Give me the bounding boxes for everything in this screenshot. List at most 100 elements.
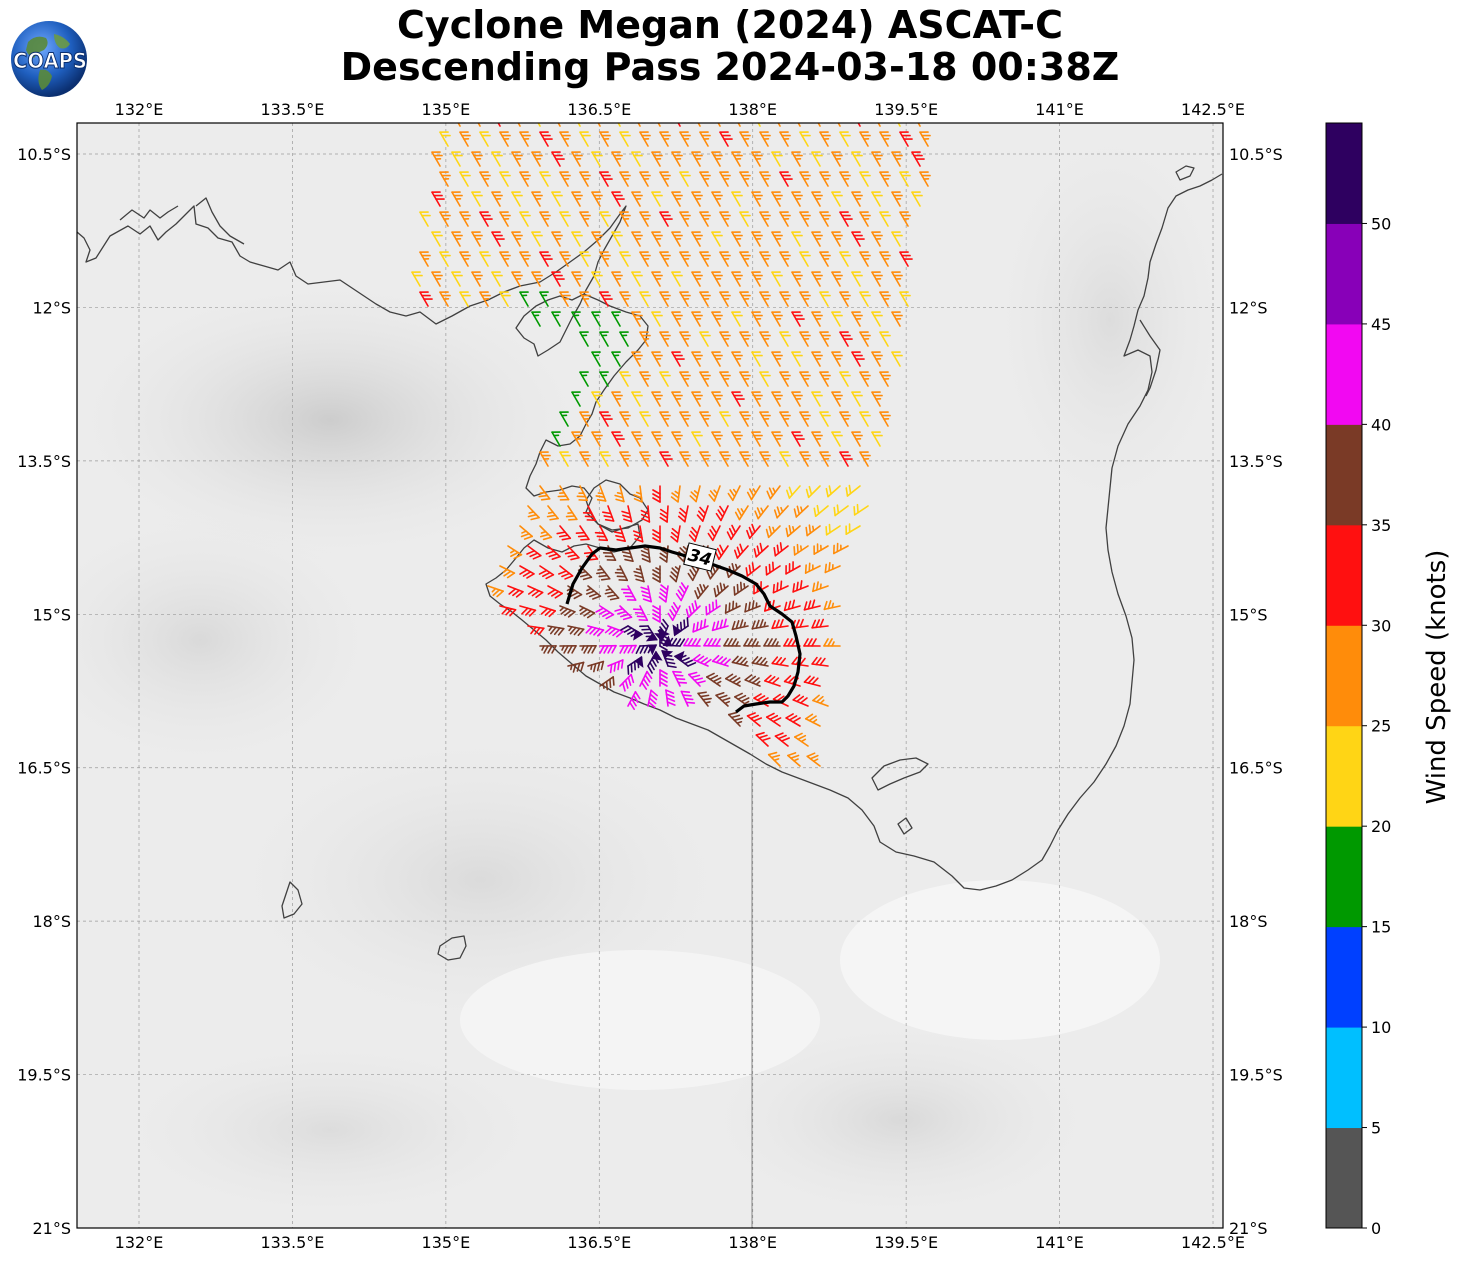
map-background [77,123,1223,1228]
wind-barb [531,123,541,127]
wind-barb [499,171,511,187]
wind-barb [621,505,633,523]
wind-barb [859,411,871,427]
wind-barb [579,371,589,387]
wind-barb [620,625,644,641]
colorbar-tick-label: 40 [1371,415,1391,434]
wind-barb [819,411,831,427]
wind-barb [731,391,745,407]
wind-barb [759,211,771,227]
wind-barb [571,123,581,127]
wind-barb [585,625,605,637]
wind-barb [899,291,911,307]
wind-barb [831,123,841,127]
wind-barb [675,582,689,602]
wind-barb [799,291,811,307]
wind-barb [647,689,658,709]
wind-barb [640,505,651,523]
wind-barb [679,171,691,187]
wind-barb [619,251,631,267]
wind-barb [731,431,743,447]
wind-barb [579,211,591,227]
lat-ticks-left: 10.5°S 12°S 13.5°S 15°S 16.5°S 18°S 19.5°S 21°S [17,145,71,1238]
wind-barb [759,371,771,387]
wind-barb [557,565,574,580]
lon-tick-label: 138°E [728,100,777,119]
wind-barb [739,211,751,227]
wind-barb [491,151,503,167]
wind-barb [691,231,703,247]
wind-barb [651,271,663,287]
lon-tick-label: 133.5°E [260,100,324,119]
wind-barb [891,151,903,167]
wind-barb [679,291,691,307]
wind-barb [691,391,703,407]
title-line-1: Cyclone Megan (2024) ASCAT-C [397,3,1063,47]
logo-text: COAPS [13,49,87,73]
lat-tick-label: 18°S [1229,912,1268,931]
cobourg-peninsula [195,197,245,245]
wind-barb [621,585,637,601]
wind-barb [785,561,801,575]
wind-barb [604,585,620,601]
wind-barb [771,231,783,247]
wind-barb [539,291,549,307]
colorbar-label: Wind Speed (knots) [1422,550,1452,805]
wind-barb [765,525,781,539]
wind-barbs [411,123,931,767]
wind-barb [771,431,783,447]
lat-tick-label: 19.5°S [1229,1066,1283,1085]
wind-barb [659,505,669,523]
wind-barb [746,523,761,540]
wind-barb [711,351,723,367]
wind-barb [679,131,691,147]
wind-barb [711,151,723,167]
wind-barb [599,291,613,307]
wind-barb [724,673,741,687]
wind-barb [659,291,671,307]
wind-barb [779,451,791,467]
wind-barb [631,123,641,127]
wind-barb [439,131,451,147]
wind-barb [804,713,821,727]
wind-barb [779,211,791,227]
wind-barb [751,123,761,127]
wind-barb [859,291,871,307]
wind-barb [671,351,685,367]
wind-barb [431,231,443,247]
wind-barb [811,431,823,447]
lat-tick-label: 16.5°S [17,759,71,778]
wind-barb [791,391,803,407]
wind-barb [576,485,588,502]
wind-barb [779,131,791,147]
wind-barb [671,123,681,127]
wind-barb [631,351,643,367]
wind-barb [719,131,733,147]
wind-barb [595,485,607,502]
wind-barb [879,411,891,427]
wind-barb [671,311,683,327]
map-frame [76,122,1224,1229]
wind-barb [639,411,651,427]
wind-barb [688,671,706,687]
wind-barb [746,712,763,727]
wind-barb [919,131,931,147]
wind-barb [879,331,891,347]
wind-barb [771,618,789,630]
wind-barb [499,565,516,579]
wind-barb [539,605,557,618]
wind-barb [803,599,821,611]
wind-barb [799,251,811,267]
colorbar-tick-label: 45 [1371,315,1391,334]
wind-barb [559,451,571,467]
wind-barb [791,123,801,127]
wind-barb [824,562,841,574]
colorbar-frame [1325,122,1363,1229]
wind-barb [811,311,823,327]
wind-barb [823,600,841,611]
wind-barb [731,311,743,327]
wind-barb [599,411,613,427]
lon-tick-label: 142.5°E [1181,100,1245,119]
wind-barb [659,211,673,227]
wind-barb [804,562,821,574]
